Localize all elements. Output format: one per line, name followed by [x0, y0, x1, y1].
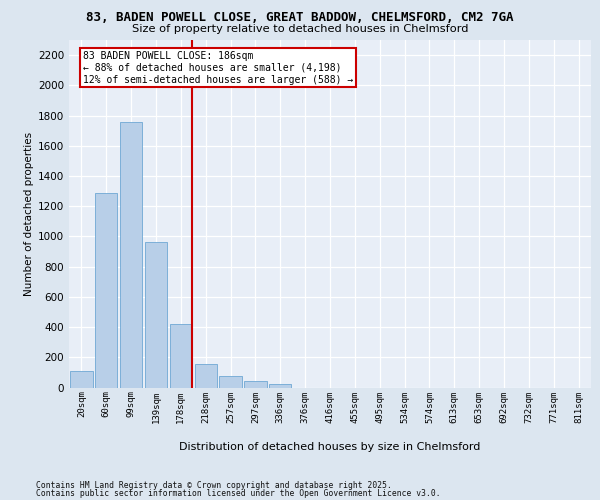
Bar — [70, 371, 92, 388]
Text: 83, BADEN POWELL CLOSE, GREAT BADDOW, CHELMSFORD, CM2 7GA: 83, BADEN POWELL CLOSE, GREAT BADDOW, CH… — [86, 11, 514, 24]
Bar — [244, 380, 266, 388]
Text: 83 BADEN POWELL CLOSE: 186sqm
← 88% of detached houses are smaller (4,198)
12% o: 83 BADEN POWELL CLOSE: 186sqm ← 88% of d… — [83, 52, 353, 84]
Bar — [269, 384, 292, 388]
Text: Distribution of detached houses by size in Chelmsford: Distribution of detached houses by size … — [179, 442, 481, 452]
Bar — [194, 364, 217, 388]
Bar — [220, 376, 242, 388]
Bar — [145, 242, 167, 388]
Text: Contains HM Land Registry data © Crown copyright and database right 2025.: Contains HM Land Registry data © Crown c… — [36, 481, 392, 490]
Y-axis label: Number of detached properties: Number of detached properties — [24, 132, 34, 296]
Text: Contains public sector information licensed under the Open Government Licence v3: Contains public sector information licen… — [36, 489, 440, 498]
Bar — [120, 122, 142, 388]
Text: Size of property relative to detached houses in Chelmsford: Size of property relative to detached ho… — [132, 24, 468, 34]
Bar — [95, 192, 118, 388]
Bar — [170, 324, 192, 388]
